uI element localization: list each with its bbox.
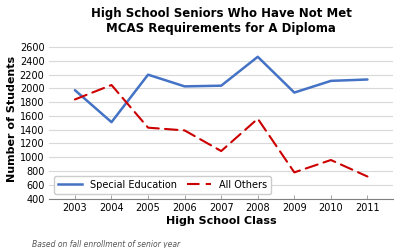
All Others: [146, 126, 150, 129]
Special Education: [255, 55, 260, 58]
Special Education: [292, 91, 297, 94]
Special Education: [109, 121, 114, 124]
Title: High School Seniors Who Have Not Met
MCAS Requirements for A Diploma: High School Seniors Who Have Not Met MCA…: [91, 7, 352, 35]
All Others: [255, 117, 260, 120]
All Others: [365, 175, 370, 178]
All Others: [182, 129, 187, 132]
All Others: [219, 150, 224, 153]
All Others: [109, 84, 114, 87]
Special Education: [365, 78, 370, 81]
Legend: Special Education, All Others: Special Education, All Others: [54, 176, 271, 194]
All Others: [292, 171, 297, 174]
X-axis label: High School Class: High School Class: [166, 216, 276, 226]
Line: Special Education: Special Education: [75, 57, 368, 122]
Line: All Others: All Others: [75, 85, 368, 177]
Special Education: [72, 89, 77, 92]
Special Education: [182, 85, 187, 88]
Y-axis label: Number of Students: Number of Students: [7, 56, 17, 183]
Special Education: [219, 84, 224, 87]
All Others: [328, 158, 333, 161]
Special Education: [328, 79, 333, 82]
All Others: [72, 98, 77, 101]
Special Education: [146, 73, 150, 76]
Text: Based on fall enrollment of senior year: Based on fall enrollment of senior year: [32, 240, 180, 248]
